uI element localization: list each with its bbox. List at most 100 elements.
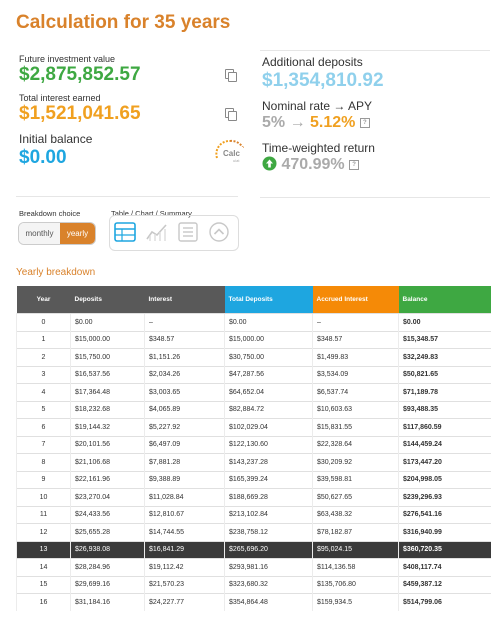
copy-icon[interactable] (225, 108, 237, 121)
copy-icon[interactable] (225, 69, 237, 82)
interest-cell: $7,881.28 (144, 453, 225, 471)
year-cell: 7 (16, 435, 71, 454)
initial-balance: $0.00 (19, 147, 67, 168)
deposits-cell: $23,270.04 (70, 488, 145, 506)
balance-cell: $93,488.35 (398, 400, 491, 419)
additional-deposits-label: Additional deposits (262, 55, 363, 69)
additional-deposits: $1,354,810.92 (262, 70, 384, 91)
nominal-rate-label: Nominal rate → APY (262, 99, 373, 113)
collapse-chevron-up-icon[interactable] (208, 222, 230, 242)
total-deposits-cell: $213,102.84 (224, 505, 313, 524)
accrued-interest-cell: $22,328.64 (312, 435, 399, 454)
breakdown-toggle: monthly yearly (18, 222, 96, 245)
balance-cell: $276,541.16 (398, 505, 491, 524)
deposits-cell: $17,364.48 (70, 383, 145, 401)
balance-header: Balance (398, 286, 491, 314)
total-deposits-cell: $323,680.32 (224, 575, 313, 594)
total-deposits-cell: $265,696.20 (224, 540, 313, 559)
balance-cell: $71,189.78 (398, 383, 491, 401)
accrued-interest-cell: $114,136.58 (312, 558, 399, 576)
total-deposits-cell: $15,000.00 (224, 330, 313, 349)
balance-cell: $15,348.57 (398, 330, 491, 349)
info-icon[interactable]: ? (349, 159, 360, 170)
deposits-cell: $26,938.08 (70, 540, 145, 559)
year-header: Year (16, 286, 71, 314)
balance-cell: $360,720.35 (398, 540, 491, 559)
deposits-cell: $20,101.56 (70, 435, 145, 454)
year-cell: 12 (16, 523, 71, 541)
accrued-interest-cell: $6,537.74 (312, 383, 399, 401)
balance-cell: $408,117.74 (398, 558, 491, 576)
deposits-cell: $18,232.68 (70, 400, 145, 419)
year-cell: 14 (16, 558, 71, 576)
accrued-interest-cell: $135,706.80 (312, 575, 399, 594)
chart-icon[interactable] (146, 222, 168, 242)
interest-cell: $5,227.92 (144, 418, 225, 436)
year-cell: 15 (16, 575, 71, 594)
year-cell: 4 (16, 383, 71, 401)
deposits-cell: $0.00 (70, 313, 145, 331)
twr-row: 470.99% ? (262, 156, 360, 174)
total-deposits-cell: $102,029.04 (224, 418, 313, 436)
interest-cell: – (144, 313, 225, 331)
twr-label: Time-weighted return (262, 141, 375, 155)
total-interest-label: Total interest earned (19, 93, 101, 103)
year-cell: 3 (16, 365, 71, 384)
info-icon[interactable]: ? (359, 117, 370, 128)
total-deposits-cell: $165,399.24 (224, 470, 313, 489)
breakdown-choice-label: Breakdown choice (19, 209, 81, 218)
year-cell: 16 (16, 593, 71, 611)
total-deposits-cell: $0.00 (224, 313, 313, 331)
table-row: 1 $15,000.00 $348.57 $15,000.00 $348.57 $15,3… (16, 330, 491, 349)
total-interest: $1,521,041.65 (19, 103, 141, 124)
rate-row: 5% → 5.12% ? (262, 114, 370, 132)
yearly-option[interactable]: yearly (60, 223, 95, 244)
table-row: 6 $19,144.32 $5,227.92 $102,029.04 $15,831.5… (16, 418, 491, 436)
total-deposits-cell: $238,758.12 (224, 523, 313, 541)
accrued-interest-cell: – (312, 313, 399, 331)
total-deposits-cell: $293,981.16 (224, 558, 313, 576)
yearly-breakdown-table: Year Deposits Interest Total Deposits Ac… (16, 286, 491, 611)
interest-cell: $2,034.26 (144, 365, 225, 384)
future-value: $2,875,852.57 (19, 64, 141, 85)
arrow-right-icon: → (289, 114, 306, 131)
year-cell: 13 (16, 540, 71, 559)
table-row: 2 $15,750.00 $1,151.26 $30,750.00 $1,499.83 $… (16, 348, 491, 366)
accrued-interest-cell: $39,598.81 (312, 470, 399, 489)
year-cell: 11 (16, 505, 71, 524)
view-mode-label: Table / Chart / Summary (111, 209, 192, 218)
future-value-label: Future investment value (19, 54, 116, 64)
table-icon[interactable] (114, 222, 136, 242)
accrued-interest-cell: $78,182.87 (312, 523, 399, 541)
accrued-interest-cell: $15,831.55 (312, 418, 399, 436)
table-header-row: Year Deposits Interest Total Deposits Ac… (16, 286, 491, 314)
balance-cell: $32,249.83 (398, 348, 491, 366)
balance-cell: $204,998.05 (398, 470, 491, 489)
balance-cell: $514,799.06 (398, 593, 491, 611)
monthly-option[interactable]: monthly (19, 223, 60, 244)
yearly-breakdown-title: Yearly breakdown (16, 267, 96, 278)
interest-cell: $9,388.89 (144, 470, 225, 489)
table-row: 0 $0.00– $0.00– $0.00 (16, 313, 491, 331)
summary-left: Future investment value $2,875,852.57 To… (16, 50, 244, 197)
total-deposits-cell: $82,884.72 (224, 400, 313, 419)
interest-cell: $16,841.29 (144, 540, 225, 559)
interest-cell: $21,570.23 (144, 575, 225, 594)
deposits-cell: $15,750.00 (70, 348, 145, 366)
deposits-cell: $25,655.28 (70, 523, 145, 541)
total-deposits-cell: $354,864.48 (224, 593, 313, 611)
year-cell: 8 (16, 453, 71, 471)
table-row: 8 $21,106.68 $7,881.28 $143,237.28 $30,209.9… (16, 453, 491, 471)
results-summary: Future investment value $2,875,852.57 To… (16, 50, 490, 198)
total-deposits-cell: $47,287.56 (224, 365, 313, 384)
year-cell: 6 (16, 418, 71, 436)
deposits-header: Deposits (70, 286, 145, 314)
interest-cell: $348.57 (144, 330, 225, 349)
table-row: 14 $28,284.96 $19,112.42 $293,981.16 $114,13… (16, 558, 491, 576)
year-cell: 1 (16, 330, 71, 349)
table-row: 5 $18,232.68 $4,065.89 $82,884.72 $10,603.63… (16, 400, 491, 419)
deposits-cell: $28,284.96 (70, 558, 145, 576)
twr: 470.99% (281, 156, 345, 173)
summary-list-icon[interactable] (177, 222, 199, 242)
balance-cell: $239,296.93 (398, 488, 491, 506)
